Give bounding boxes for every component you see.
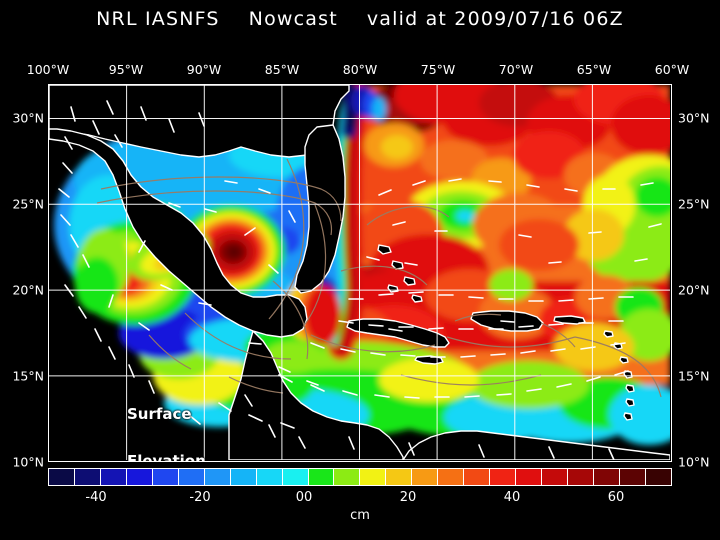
latitude-tick-label-left: 30°N [12, 110, 44, 126]
longitude-tick-label: 85°W [264, 62, 300, 77]
colorbar-cell[interactable] [594, 469, 620, 485]
latitude-tick-label-left: 10°N [12, 454, 44, 470]
longitude-tick-label: 95°W [108, 62, 144, 77]
colorbar-cell[interactable] [49, 469, 75, 485]
colorbar-cell[interactable] [360, 469, 387, 485]
latitude-tick-label-left: 15°N [12, 368, 44, 384]
colorbar-cell[interactable] [256, 469, 283, 485]
colorbar-cell[interactable] [464, 469, 491, 485]
colorbar-cell[interactable] [619, 469, 646, 485]
longitude-tick-label: 65°W [576, 62, 612, 77]
colorbar-cell[interactable] [645, 469, 671, 485]
longitude-tick-label: 75°W [420, 62, 456, 77]
colorbar-cell[interactable] [516, 469, 543, 485]
colorbar-cell[interactable] [438, 469, 465, 485]
colorbar-cell[interactable] [568, 469, 595, 485]
latitude-tick-label-right: 30°N [678, 110, 710, 126]
colorbar-tick-label: -20 [189, 490, 211, 505]
colorbar-cell[interactable] [334, 469, 361, 485]
colorbar[interactable] [48, 468, 672, 486]
colorbar-cell[interactable] [230, 469, 257, 485]
latitude-tick-label-right: 10°N [678, 454, 710, 470]
colorbar-cell[interactable] [126, 469, 153, 485]
colorbar-tick-label: -40 [85, 490, 107, 505]
colorbar-unit-label: cm [350, 508, 370, 523]
latitude-tick-label-right: 25°N [678, 196, 710, 212]
longitude-tick-label: 70°W [498, 62, 534, 77]
longitude-tick-label: 90°W [186, 62, 222, 77]
longitude-tick-label: 60°W [654, 62, 690, 77]
page-title: NRL IASNFS Nowcast valid at 2009/07/16 0… [96, 8, 624, 30]
latitude-tick-label-right: 15°N [678, 368, 710, 384]
colorbar-cell[interactable] [204, 469, 231, 485]
longitude-tick-label: 100°W [26, 62, 70, 77]
colorbar-cell[interactable] [542, 469, 569, 485]
colorbar-cell[interactable] [74, 469, 101, 485]
colorbar-tick-label: 20 [399, 490, 417, 505]
colorbar-tick-label: 00 [295, 490, 313, 505]
colorbar-cell[interactable] [282, 469, 309, 485]
colorbar-cell[interactable] [100, 469, 127, 485]
latitude-tick-label-right: 20°N [678, 282, 710, 298]
colorbar-cell[interactable] [308, 469, 335, 485]
colorbar-tick-label: 60 [607, 490, 625, 505]
colorbar-cell[interactable] [412, 469, 439, 485]
colorbar-cell[interactable] [152, 469, 179, 485]
colorbar-tick-label: 40 [503, 490, 521, 505]
map-plot-area[interactable]: Surface Elevation [48, 84, 672, 462]
latitude-tick-label-left: 25°N [12, 196, 44, 212]
colorbar-cell[interactable] [490, 469, 517, 485]
latitude-tick-label-left: 20°N [12, 282, 44, 298]
longitude-tick-label: 80°W [342, 62, 378, 77]
colorbar-cell[interactable] [386, 469, 413, 485]
colorbar-cell[interactable] [178, 469, 205, 485]
surface-elevation-field [49, 85, 670, 460]
